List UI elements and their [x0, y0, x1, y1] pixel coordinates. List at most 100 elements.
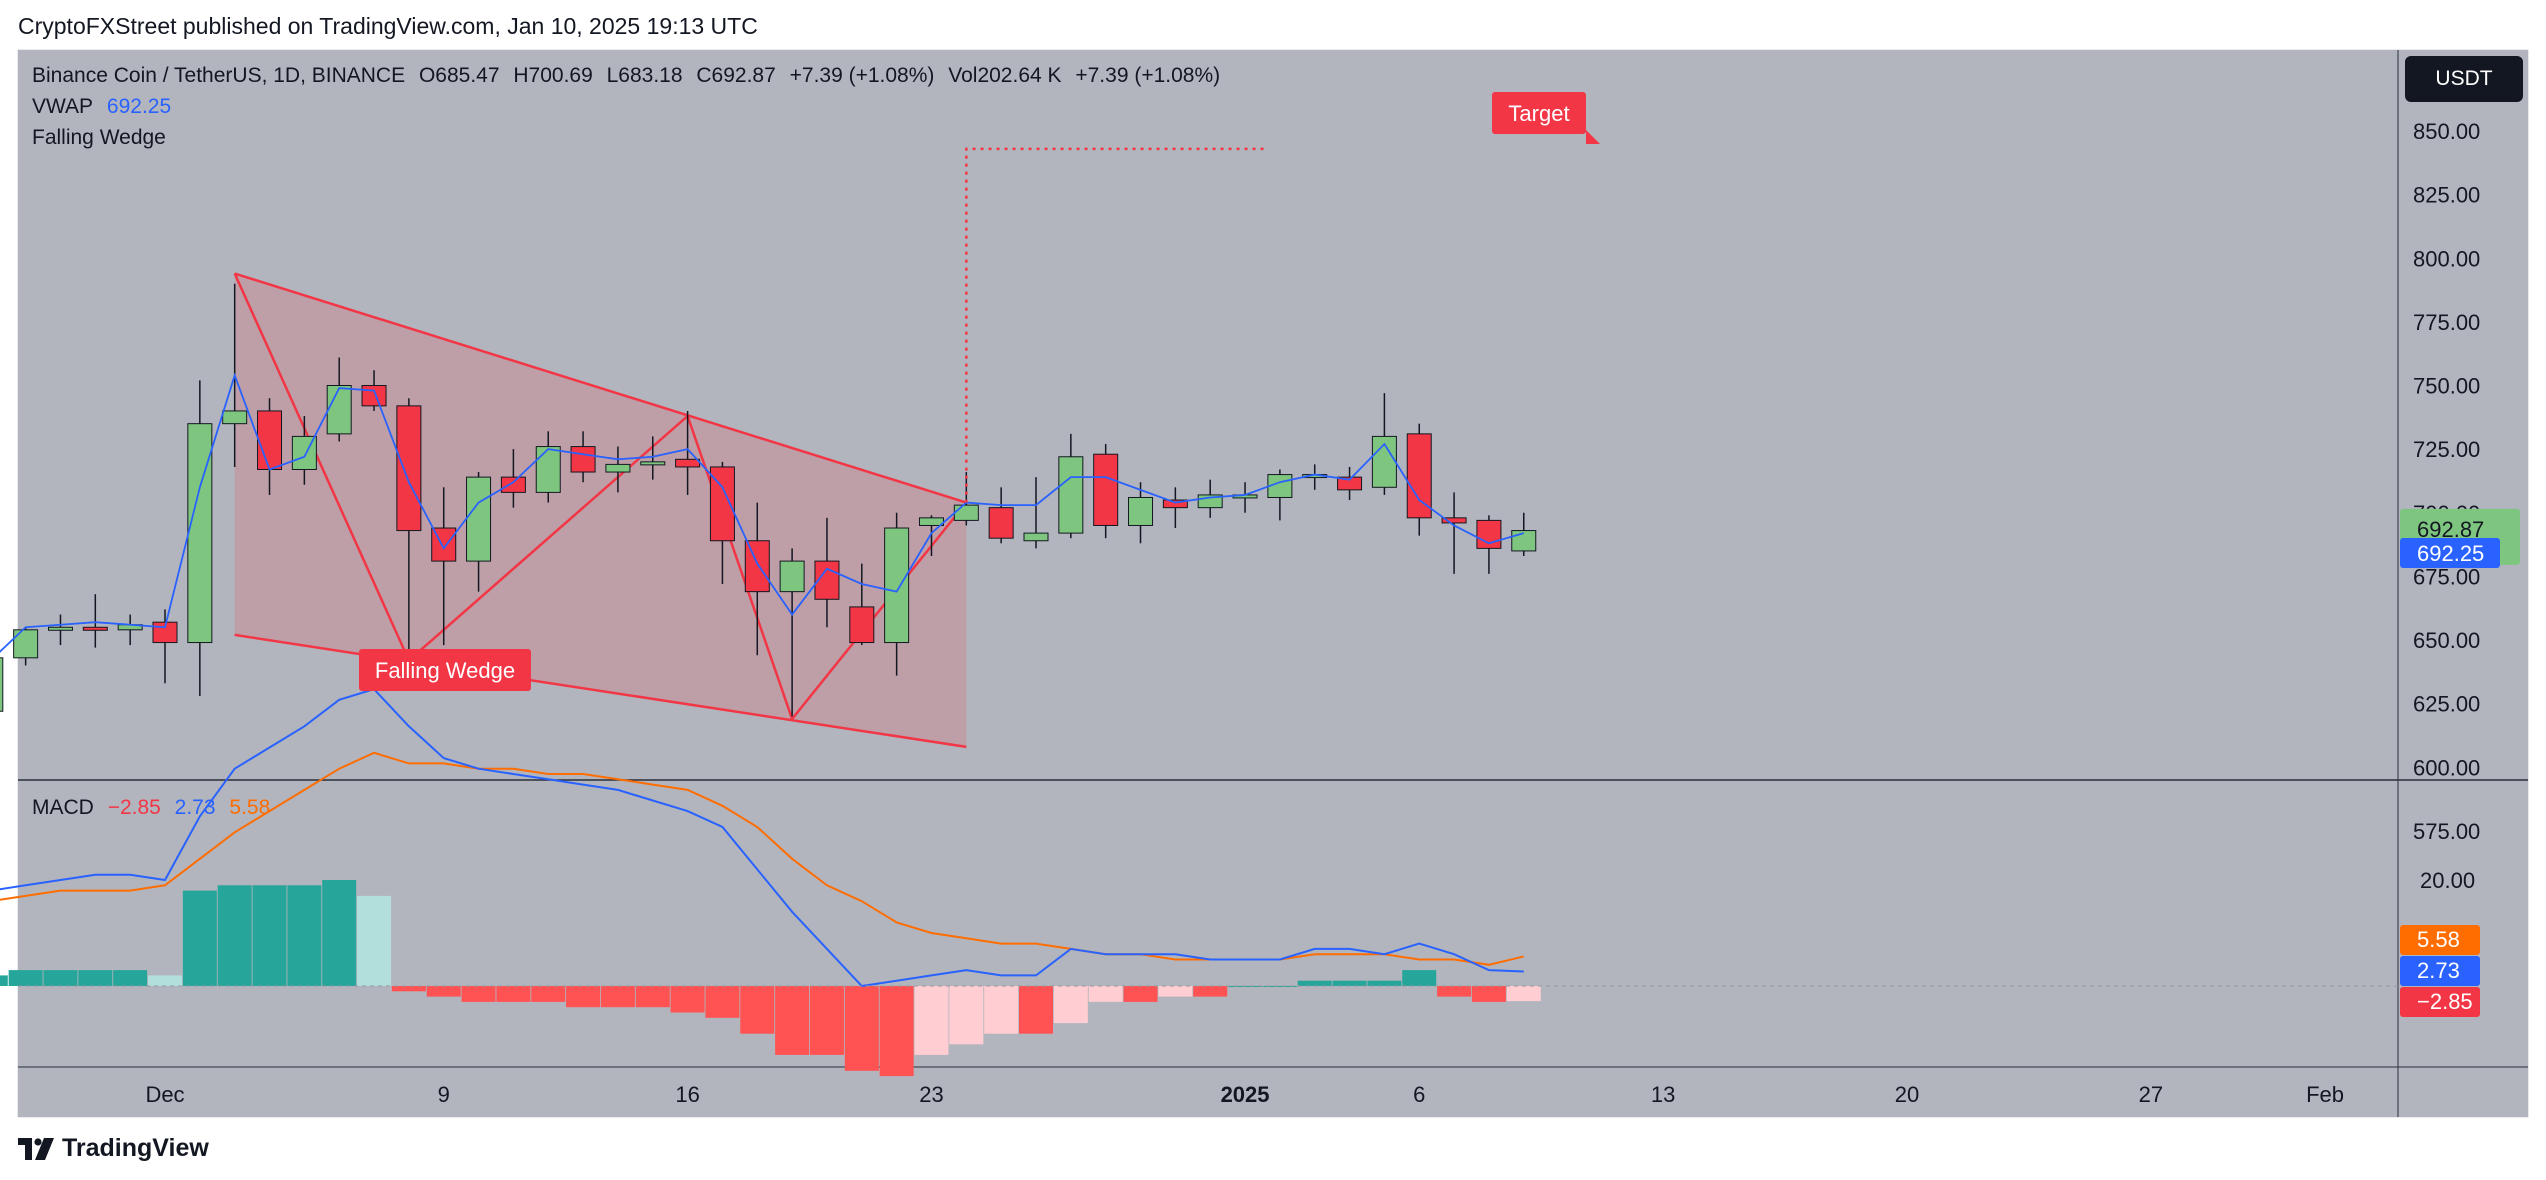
- symbol-legend: Binance Coin / TetherUS, 1D, BINANCE O68…: [32, 64, 1228, 88]
- candle-body: [1162, 499, 1188, 509]
- time-tick-label: 6: [1413, 1082, 1425, 1107]
- target-dotted-line: [965, 147, 1266, 503]
- macd-histogram-bar: [1262, 986, 1297, 987]
- candle-body: [849, 606, 875, 644]
- macd-histogram-bar: [426, 986, 461, 997]
- macd-histogram-bar: [949, 986, 984, 1045]
- macd-histogram-bar: [78, 970, 113, 986]
- price-tick-label: 575.00: [2413, 819, 2480, 844]
- macd-label: MACD: [32, 796, 94, 819]
- candle-body: [0, 657, 4, 712]
- macd-histogram-bar: [670, 986, 705, 1013]
- time-tick-label: 27: [2139, 1082, 2163, 1107]
- macd-histogram-bar: [182, 890, 217, 986]
- macd-histogram-bar: [252, 885, 287, 986]
- macd-hist-label-text: −2.85: [2417, 989, 2473, 1014]
- macd-histogram-bar: [1367, 980, 1402, 986]
- macd-histogram-bar: [461, 986, 496, 1002]
- macd-histogram-bar: [357, 895, 392, 986]
- macd-histogram-bar: [43, 970, 78, 986]
- tradingview-logo-icon: [18, 1137, 54, 1160]
- macd-histogram-bar: [844, 986, 879, 1071]
- wedge-fill: [234, 273, 967, 747]
- macd-macd-label-text: 2.73: [2417, 958, 2460, 983]
- candle-body: [535, 446, 561, 493]
- currency-button[interactable]: USDT: [2405, 56, 2523, 102]
- macd-histogram-bar: [1123, 986, 1158, 1002]
- time-tick-label: Dec: [145, 1082, 184, 1107]
- candle-body: [953, 504, 979, 521]
- candle-body: [187, 423, 213, 644]
- macd-histogram-bar: [775, 986, 810, 1055]
- macd-histogram-bar: [287, 885, 322, 986]
- macd-histogram-bar: [1402, 970, 1437, 986]
- wedge-label-text: Falling Wedge: [375, 658, 515, 683]
- vwap-price-label-text: 692.25: [2417, 541, 2484, 566]
- candle-body: [1441, 517, 1467, 524]
- macd-histogram-bar: [148, 975, 182, 986]
- target-label-pointer: [1586, 130, 1600, 144]
- macd-line-value: 2.73: [174, 796, 216, 819]
- change-value: +7.39 (+1.08%): [789, 64, 935, 87]
- candle-body: [396, 405, 422, 532]
- candle-body: [1093, 453, 1119, 526]
- candle-body: [47, 626, 73, 631]
- candle-body: [918, 517, 944, 526]
- macd-histogram-bar: [740, 986, 775, 1034]
- macd-signal-value: 5.58: [229, 796, 271, 819]
- tradingview-logo[interactable]: TradingView: [18, 1134, 209, 1163]
- candle-body: [326, 385, 352, 435]
- macd-histogram-bar: [705, 986, 740, 1018]
- macd-histogram-bar: [1471, 986, 1506, 1002]
- macd-histogram-bar: [984, 986, 1019, 1034]
- macd-histogram-bar: [8, 970, 43, 986]
- high-value: H700.69: [513, 64, 593, 87]
- candle-body: [1371, 435, 1397, 488]
- time-tick-label: 23: [919, 1082, 943, 1107]
- macd-hist-label-bg: [2400, 987, 2480, 1017]
- price-tick-label: 625.00: [2413, 692, 2480, 717]
- pattern-legend: Falling Wedge: [32, 126, 174, 150]
- candle-body: [884, 527, 910, 644]
- candle-body: [605, 463, 631, 473]
- macd-histogram-bar: [1193, 986, 1228, 997]
- macd-histogram-bar: [391, 986, 426, 992]
- macd-histogram-bar: [914, 986, 949, 1055]
- macd-histogram-bar: [1506, 986, 1541, 1002]
- candle-body: [988, 507, 1014, 539]
- price-tick-label: 600.00: [2413, 755, 2480, 780]
- time-tick-label: 9: [438, 1082, 450, 1107]
- macd-line: [0, 688, 1524, 988]
- vwap-line: [0, 372, 1525, 653]
- tradingview-logo-text: TradingView: [62, 1134, 209, 1162]
- time-tick-label: 2025: [1221, 1082, 1270, 1107]
- macd-histogram-bar: [879, 986, 914, 1077]
- candle-body: [1406, 433, 1432, 519]
- macd-histogram-bar: [1088, 986, 1123, 1002]
- macd-signal-label-text: 5.58: [2417, 927, 2460, 952]
- macd-histogram-bar: [496, 986, 531, 1002]
- price-tick-label: 750.00: [2413, 374, 2480, 399]
- macd-hist-value: −2.85: [107, 796, 161, 819]
- macd-histogram-bar: [217, 885, 252, 986]
- pattern-label: Falling Wedge: [32, 126, 166, 149]
- price-tick-label: 825.00: [2413, 183, 2480, 208]
- symbol-title: Binance Coin / TetherUS, 1D, BINANCE: [32, 64, 406, 87]
- macd-histogram-bar: [1019, 986, 1053, 1034]
- candle-body: [675, 458, 701, 468]
- price-tick-label: 800.00: [2413, 246, 2480, 271]
- candle-body: [640, 461, 666, 466]
- wedge-upper-line: [234, 272, 967, 504]
- candle-body: [466, 476, 492, 562]
- candle-body: [570, 446, 596, 473]
- volume-change-value: +7.39 (+1.08%): [1075, 64, 1221, 87]
- macd-histogram-bar: [600, 986, 635, 1008]
- last-price-label-text: 692.87: [2417, 517, 2484, 542]
- macd-tick-label: 20.00: [2420, 868, 2475, 893]
- macd-histogram-bar: [1437, 986, 1472, 997]
- macd-histogram-bar: [635, 986, 670, 1008]
- macd-histogram-bar: [113, 970, 148, 986]
- attribution-text: CryptoFXStreet published on TradingView.…: [18, 13, 758, 39]
- wedge-lower-line: [234, 633, 967, 749]
